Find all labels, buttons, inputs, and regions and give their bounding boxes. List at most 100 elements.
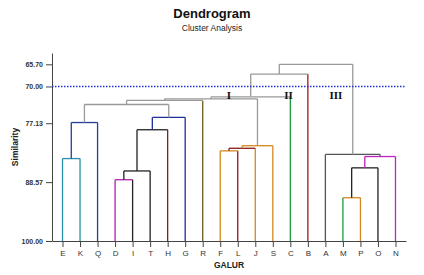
dendrogram-leg: [377, 168, 378, 241]
x-tick: E: [60, 241, 65, 258]
y-tick: 65.70: [25, 61, 52, 68]
x-tick-label: E: [60, 249, 65, 258]
x-tick: D: [113, 241, 119, 258]
x-tick-label: D: [113, 249, 119, 258]
x-tick: R: [200, 241, 206, 258]
x-tick-label: Q: [95, 249, 101, 258]
dendrogram-leg: [202, 100, 203, 241]
x-tick-label: N: [393, 249, 399, 258]
dendrogram-leg: [325, 154, 326, 241]
dendrogram-leg: [62, 159, 63, 241]
x-tick-mark: [133, 241, 134, 247]
x-tick: C: [288, 241, 294, 258]
dendrogram-leg: [84, 105, 85, 123]
dendrogram-leg: [360, 198, 361, 241]
x-tick-mark: [308, 241, 309, 247]
dendrogram-leg: [352, 64, 353, 154]
x-tick-mark: [115, 241, 116, 247]
x-tick: K: [78, 241, 84, 258]
y-tick: 77.13: [25, 120, 52, 127]
x-axis-line: [53, 241, 407, 242]
dendrogram-link: [127, 100, 203, 101]
x-tick: Q: [95, 241, 101, 258]
dendrogram-leg: [136, 130, 137, 171]
x-tick: M: [340, 241, 347, 258]
y-tick-label: 100.00: [22, 238, 44, 245]
y-tick-mark: [46, 123, 52, 124]
x-tick-mark: [220, 241, 221, 247]
dendrogram-leg: [168, 105, 169, 118]
x-tick-mark: [378, 241, 379, 247]
cluster-label: I: [227, 89, 231, 101]
chart: DendrogramCluster Analysis100.0088.5777.…: [0, 0, 424, 275]
x-tick-label: S: [271, 249, 276, 258]
x-tick: I: [132, 241, 134, 258]
x-axis-title: GALUR: [214, 260, 244, 270]
x-tick: H: [165, 241, 171, 258]
dendrogram-leg: [149, 171, 150, 241]
x-tick-label: I: [132, 249, 134, 258]
x-tick: F: [218, 241, 223, 258]
dendrogram-leg: [167, 130, 168, 241]
x-tick-label: P: [358, 249, 363, 258]
x-tick: L: [236, 241, 241, 258]
x-tick: J: [254, 241, 258, 258]
dendrogram-leg: [351, 168, 352, 198]
y-tick-label: 70.00: [25, 83, 43, 90]
cut-line: [52, 86, 406, 88]
x-tick-mark: [290, 241, 291, 247]
dendrogram-leg: [114, 180, 115, 241]
dendrogram-leg: [71, 123, 72, 159]
dendrogram-leg: [290, 97, 291, 241]
dendrogram-leg: [307, 74, 308, 241]
x-tick: T: [148, 241, 153, 258]
x-tick-label: G: [183, 249, 189, 258]
x-tick-mark: [185, 241, 186, 247]
x-tick-mark: [63, 241, 64, 247]
cluster-label: III: [329, 89, 342, 101]
x-tick-mark: [238, 241, 239, 247]
dendrogram-leg: [79, 159, 80, 241]
x-tick-mark: [360, 241, 361, 247]
x-tick: S: [271, 241, 276, 258]
dendrogram-leg: [97, 123, 98, 241]
x-tick-label: F: [218, 249, 223, 258]
x-tick-label: A: [323, 249, 329, 258]
dendrogram-leg: [272, 146, 273, 241]
plot-area: [52, 64, 406, 241]
x-tick-label: H: [165, 249, 171, 258]
x-tick-label: J: [254, 249, 258, 258]
x-tick-mark: [343, 241, 344, 247]
dendrogram-leg: [123, 171, 124, 180]
x-tick-label: K: [78, 249, 84, 258]
y-tick-label: 65.70: [25, 61, 43, 68]
dendrogram-leg: [132, 180, 133, 241]
y-tick: 70.00: [25, 83, 52, 90]
dendrogram-leg: [255, 148, 256, 241]
y-axis: 100.0088.5777.1370.0065.70: [22, 54, 53, 245]
x-tick-mark: [150, 241, 151, 247]
dendrogram-leg: [257, 99, 258, 146]
dendrogram-leg: [279, 64, 280, 74]
y-tick-mark: [46, 241, 52, 242]
x-tick-label: B: [306, 249, 311, 258]
cluster-label: II: [284, 89, 293, 101]
x-tick: N: [393, 241, 399, 258]
title: Dendrogram: [173, 6, 250, 21]
x-tick: B: [306, 241, 311, 258]
x-tick: G: [183, 241, 189, 258]
x-tick-mark: [255, 241, 256, 247]
y-axis-line: [52, 54, 53, 242]
x-tick-label: L: [236, 249, 241, 258]
dendrogram-leg: [395, 157, 396, 241]
x-tick-label: T: [148, 249, 153, 258]
x-tick-mark: [325, 241, 326, 247]
y-axis-title: Similarity: [10, 128, 20, 167]
dendrogram-leg: [250, 74, 251, 97]
dendrogram-leg: [364, 157, 365, 168]
dendrogram-leg: [237, 151, 238, 241]
x-tick: P: [358, 241, 363, 258]
dendrogram-leg: [342, 198, 343, 241]
dendrogram-leg: [185, 117, 186, 241]
y-tick-label: 77.13: [25, 120, 43, 127]
